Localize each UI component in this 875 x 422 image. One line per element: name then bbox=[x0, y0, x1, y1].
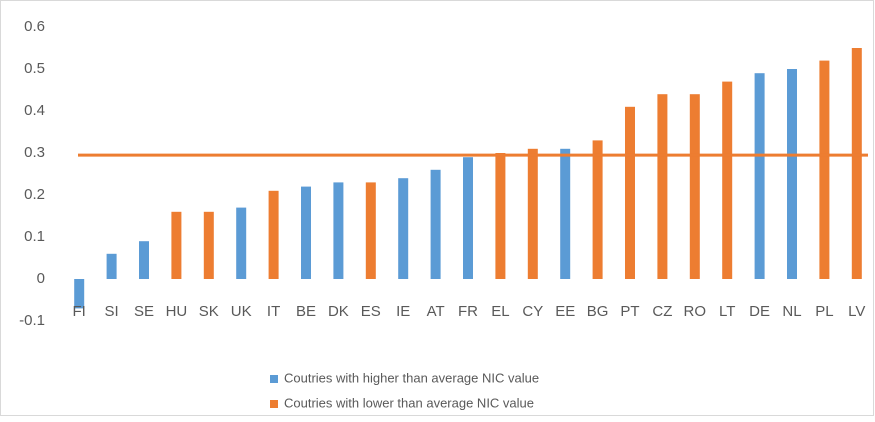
y-tick-label: 0.4 bbox=[24, 102, 45, 119]
y-tick-label: 0.6 bbox=[24, 18, 45, 35]
bar bbox=[495, 153, 506, 279]
bar bbox=[787, 69, 797, 279]
x-tick-label: FI bbox=[73, 303, 86, 320]
bar bbox=[689, 94, 700, 279]
bar bbox=[430, 169, 441, 279]
bar bbox=[301, 186, 311, 279]
bar bbox=[592, 140, 603, 279]
x-tick-label: NL bbox=[782, 303, 801, 320]
bar bbox=[463, 157, 473, 279]
bar bbox=[236, 207, 247, 279]
bar bbox=[365, 182, 376, 279]
bar bbox=[268, 190, 279, 279]
y-tick-label: 0.1 bbox=[24, 228, 45, 245]
y-tick-label: 0 bbox=[37, 270, 45, 287]
x-tick-label: EE bbox=[555, 303, 575, 320]
x-tick-label: DE bbox=[749, 303, 770, 320]
y-tick-label: 0.3 bbox=[24, 144, 45, 161]
x-tick-label: SI bbox=[105, 303, 119, 320]
bar bbox=[722, 81, 733, 279]
bar bbox=[657, 94, 668, 279]
x-tick-label: IT bbox=[267, 303, 280, 320]
x-tick-label: ES bbox=[361, 303, 381, 320]
bar bbox=[74, 279, 85, 309]
x-tick-label: LV bbox=[848, 303, 865, 320]
y-tick-label: -0.1 bbox=[19, 312, 45, 329]
bar bbox=[139, 241, 149, 279]
bar bbox=[754, 73, 765, 279]
x-tick-label: CY bbox=[522, 303, 543, 320]
x-tick-label: PT bbox=[620, 303, 639, 320]
y-tick-label: 0.2 bbox=[24, 186, 45, 203]
x-tick-label: DK bbox=[328, 303, 349, 320]
bar bbox=[333, 182, 344, 279]
x-tick-label: AT bbox=[427, 303, 445, 320]
x-tick-label: EL bbox=[491, 303, 509, 320]
x-tick-label: HU bbox=[166, 303, 188, 320]
bar bbox=[203, 211, 214, 279]
x-tick-label: SE bbox=[134, 303, 154, 320]
x-tick-label: BE bbox=[296, 303, 316, 320]
legend-label: Coutries with higher than average NIC va… bbox=[284, 370, 539, 385]
x-tick-label: UK bbox=[231, 303, 252, 320]
x-tick-label: FR bbox=[458, 303, 478, 320]
bar bbox=[171, 211, 182, 279]
legend-swatch bbox=[270, 375, 278, 383]
legend-swatch bbox=[270, 400, 278, 408]
x-tick-label: RO bbox=[684, 303, 707, 320]
bar bbox=[106, 253, 117, 279]
x-tick-label: SK bbox=[199, 303, 219, 320]
y-tick-label: 0.5 bbox=[24, 60, 45, 77]
x-tick-label: PL bbox=[815, 303, 833, 320]
x-tick-label: BG bbox=[587, 303, 609, 320]
bar bbox=[851, 48, 862, 279]
bar bbox=[398, 178, 409, 279]
bar bbox=[560, 148, 571, 279]
x-tick-label: CZ bbox=[652, 303, 672, 320]
legend-label: Coutries with lower than average NIC val… bbox=[284, 395, 534, 410]
x-tick-label: LT bbox=[719, 303, 735, 320]
bar bbox=[625, 106, 635, 279]
bar bbox=[819, 60, 830, 279]
x-tick-label: IE bbox=[396, 303, 410, 320]
bar bbox=[527, 148, 538, 279]
